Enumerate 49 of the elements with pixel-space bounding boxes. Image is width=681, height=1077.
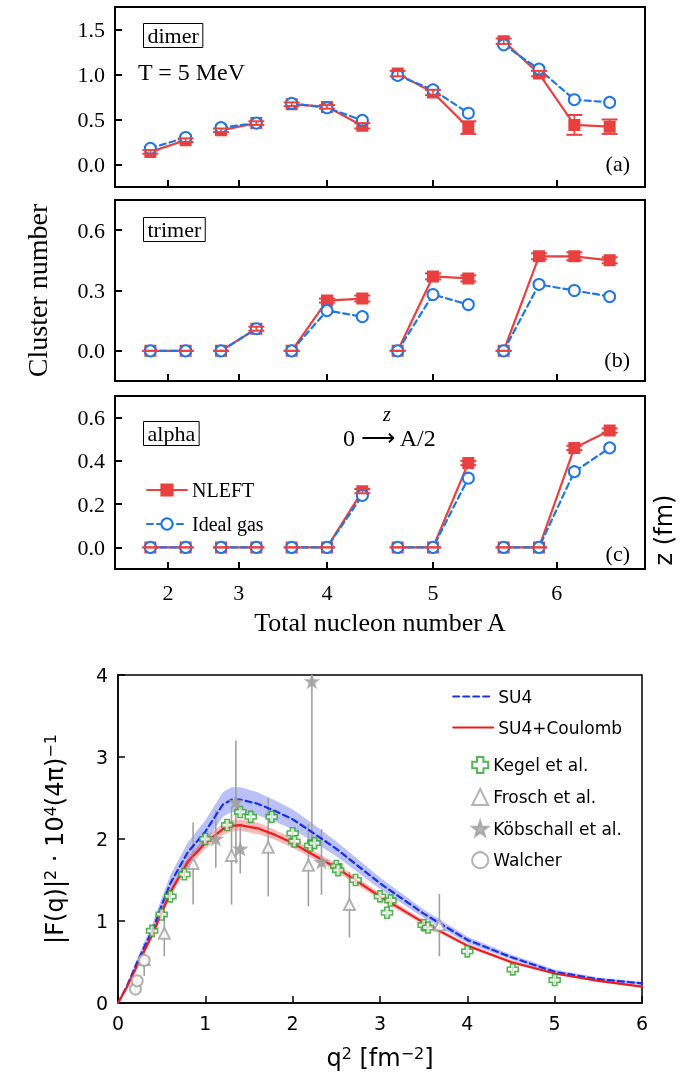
legend-label: Walcher: [493, 850, 562, 871]
x-tick-label: 3: [373, 1011, 387, 1034]
y-tick-label: 1.5: [77, 17, 105, 42]
legend-label: NLEFT: [192, 479, 255, 501]
x-tick-label: 5: [548, 1011, 561, 1034]
x-tick-label: 2: [162, 579, 174, 605]
y-tick-label: 0: [95, 992, 108, 1014]
y-tick-label: 0.2: [77, 491, 105, 517]
y-tick-label: 0.6: [77, 217, 105, 243]
x-tick-label: 2: [286, 1011, 299, 1034]
legend-label: Kegel et al.: [493, 755, 589, 775]
x-tick-label: 6: [551, 579, 563, 605]
x-tick-label: 4: [461, 1011, 474, 1034]
y-tick-label: 0.0: [77, 534, 105, 560]
annotation: 0 ⟶ A/2: [343, 425, 436, 451]
x-tick-label: 4: [321, 579, 333, 605]
y-tick-label: 2: [95, 828, 108, 850]
y-tick-label: 0.6: [77, 405, 105, 431]
x-tick-label: 6: [635, 1011, 649, 1034]
legend-label: Ideal gas: [192, 513, 264, 536]
y-tick-label: 1: [95, 910, 108, 932]
y-tick-label: 0.0: [77, 338, 105, 364]
y-axis-title: |F(q)|2 · 104(4π)−1: [40, 734, 69, 944]
x-axis-title: Total nucleon number A: [254, 607, 507, 637]
y-tick-label: 0.0: [77, 152, 105, 177]
legend-label: Frosch et al.: [493, 787, 597, 807]
annotation: alpha: [147, 421, 196, 446]
annotation: (c): [605, 540, 630, 566]
legend-label: Köbschall et al.: [493, 818, 622, 839]
text: z (fm): [650, 494, 678, 566]
annotation: z: [382, 403, 391, 425]
x-tick-label: 3: [233, 579, 245, 605]
legend-label: SU4+Coulomb: [498, 717, 623, 738]
legend-label: SU4: [498, 686, 533, 707]
annotation: (a): [605, 150, 630, 176]
y-tick-label: 0.4: [77, 448, 105, 474]
y-tick-label: 0.3: [77, 278, 105, 303]
annotation: trimer: [147, 217, 202, 242]
x-tick-label: 1: [199, 1011, 212, 1034]
y-axis-title: Cluster number: [21, 203, 53, 378]
x-tick-label: 0: [111, 1011, 125, 1034]
y-tick-label: 4: [95, 664, 108, 686]
y-tick-label: 1.0: [77, 62, 105, 87]
annotation: (b): [604, 346, 630, 372]
annotation: dimer: [147, 23, 200, 48]
y-tick-label: 0.5: [77, 107, 105, 132]
y-tick-label: 3: [95, 746, 108, 768]
annotation: T = 5 MeV: [138, 59, 246, 85]
x-tick-label: 5: [427, 579, 439, 605]
